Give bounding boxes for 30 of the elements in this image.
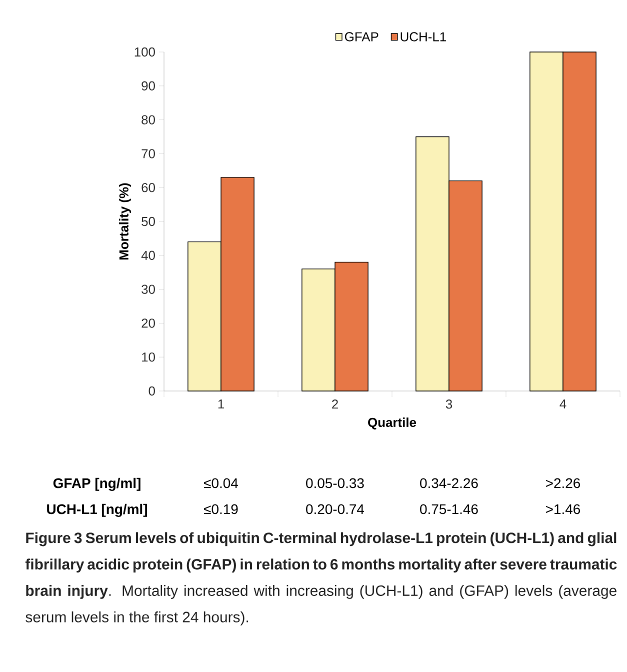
text: GFAP [ng/ml] — [53, 478, 140, 491]
y-tick-label: 70 — [142, 149, 155, 158]
x-tick-label: 4 — [560, 400, 566, 408]
x-axis-title: Quartile — [368, 418, 416, 430]
text: >2.26 — [546, 478, 580, 488]
y-axis-title: Mortality (%) — [118, 183, 132, 260]
text: ≤0.19 — [204, 504, 238, 514]
y-tick-label: 50 — [142, 216, 155, 226]
y-tick-label: 100 — [134, 47, 155, 57]
y-tick-label: 40 — [141, 250, 155, 260]
y-tick-label: 80 — [142, 115, 155, 124]
y-tick-label: 60 — [142, 183, 155, 192]
text: UCH-L1 [ng/ml] — [47, 504, 147, 517]
y-tick-label: 10 — [142, 352, 155, 362]
legend-label: UCH-L1 — [400, 32, 446, 42]
text: ≤0.04 — [204, 478, 238, 488]
text: 0.20-0.74 — [306, 504, 364, 514]
text: >1.46 — [546, 504, 580, 514]
x-tick-label: 1 — [218, 400, 224, 408]
y-tick-label: 90 — [142, 81, 155, 90]
y-tick-label: 30 — [142, 284, 155, 294]
y-tick-label: 20 — [142, 318, 155, 328]
text: 0.75-1.46 — [420, 504, 478, 514]
y-tick-label: 0 — [148, 386, 155, 396]
text: 0.05-0.33 — [306, 478, 364, 488]
x-tick-label: 3 — [446, 400, 452, 409]
legend-label: GFAP — [345, 32, 378, 42]
x-tick-label: 2 — [332, 400, 338, 409]
text: 0.34-2.26 — [420, 478, 478, 488]
text: Figure 3 Serum levels of ubiquitin C-terminal hydrolase-L1 protein (UCH-L1) and glial fibrillary acidic protein (GFAP) in relation to 6 months mortality after severe traumatic brain injury. Mortality increased with increasing (UCH-L1) and (GFAP) levels (average serum levels in the first 24 hours). — [25, 532, 617, 626]
